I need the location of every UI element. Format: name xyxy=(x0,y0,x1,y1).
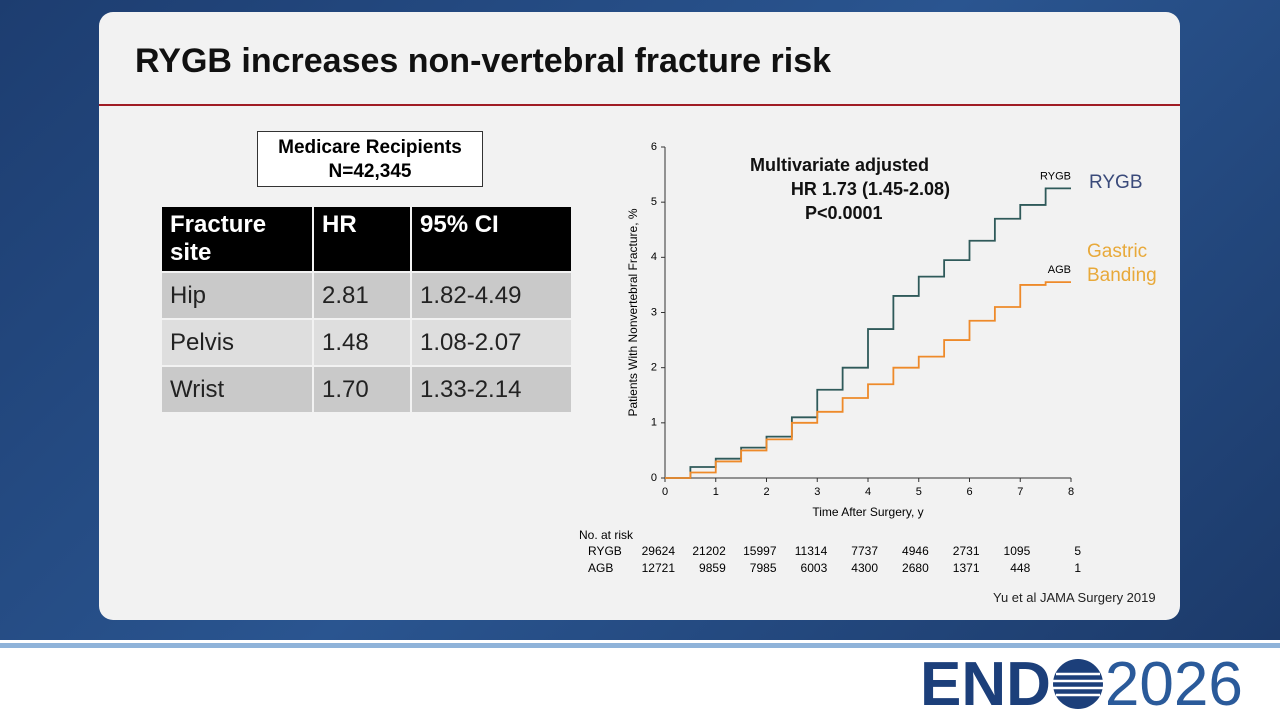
at-risk-name: AGB xyxy=(588,561,613,575)
logo-globe xyxy=(1052,659,1103,709)
y-tick-label: 4 xyxy=(651,251,657,263)
legend-label: Gastric xyxy=(1087,241,1147,262)
x-tick-label: 3 xyxy=(814,486,820,498)
cell: Pelvis xyxy=(162,320,312,365)
at-risk-value: 2731 xyxy=(953,544,980,558)
row: Wrist 1.70 1.33-2.14 xyxy=(162,367,571,412)
logo-left: END xyxy=(920,650,1051,719)
y-axis-label: Patients With Nonvertebral Fracture, % xyxy=(626,208,640,416)
logo-right: 2026 xyxy=(1104,650,1243,719)
at-risk-name: RYGB xyxy=(588,544,622,558)
curve-label: RYGB xyxy=(1040,170,1071,182)
strip xyxy=(0,643,1280,648)
at-risk-value: 7985 xyxy=(750,561,777,575)
y-tick-label: 5 xyxy=(651,196,657,208)
annotation: Multivariate adjusted xyxy=(750,155,929,175)
x-tick-label: 5 xyxy=(916,486,922,498)
cell: 1.08-2.07 xyxy=(412,320,571,365)
cell: Hip xyxy=(162,273,312,318)
box-line: Medicare Recipients xyxy=(278,137,462,158)
annotation: P<0.0001 xyxy=(805,203,883,223)
curve-label: AGB xyxy=(1048,264,1071,276)
at-risk-value: 5 xyxy=(1074,544,1081,558)
header-cell: Fracture site xyxy=(162,207,312,271)
y-tick-label: 3 xyxy=(651,306,657,318)
cell: 1.33-2.14 xyxy=(412,367,571,412)
y-tick-label: 6 xyxy=(651,141,657,153)
at-risk-value: 6003 xyxy=(801,561,828,575)
cell: 1.82-4.49 xyxy=(412,273,571,318)
at-risk-value: 2680 xyxy=(902,561,929,575)
row: Hip 2.81 1.82-4.49 xyxy=(162,273,571,318)
legend-label: RYGB xyxy=(1089,172,1143,193)
cell: Wrist xyxy=(162,367,312,412)
x-tick-label: 7 xyxy=(1017,486,1023,498)
x-tick-label: 2 xyxy=(763,486,769,498)
at-risk-value: 21202 xyxy=(692,544,726,558)
cohort-box: Medicare Recipients N=42,345 xyxy=(257,131,483,187)
at-risk-value: 4300 xyxy=(851,561,878,575)
citation: Yu et al JAMA Surgery 2019 xyxy=(993,590,1156,605)
at-risk-value: 1371 xyxy=(953,561,980,575)
x-tick-label: 4 xyxy=(865,486,871,498)
at-risk-value: 7737 xyxy=(851,544,878,558)
at-risk-value: 12721 xyxy=(642,561,676,575)
at-risk-value: 1095 xyxy=(1004,544,1031,558)
hr-table: Fracture site HR 95% CI Hip 2.81 1.82-4.49 P… xyxy=(160,205,573,414)
at-risk-value: 11314 xyxy=(795,544,828,558)
annotation-bg xyxy=(740,155,955,225)
at-risk-title: No. at risk xyxy=(579,528,634,542)
logo: END 2026 xyxy=(920,652,1243,718)
x-tick-label: 6 xyxy=(966,486,972,498)
title-rule xyxy=(99,104,1180,106)
at-risk-value: 29624 xyxy=(642,544,676,558)
header-cell: HR xyxy=(314,207,410,271)
header-row: Fracture site HR 95% CI xyxy=(162,207,571,271)
y-tick-label: 1 xyxy=(651,417,657,429)
km-curve xyxy=(665,281,1071,479)
y-tick-label: 0 xyxy=(651,472,657,484)
at-risk-value: 4946 xyxy=(902,544,929,558)
km-curve xyxy=(665,187,1071,479)
cell: 2.81 xyxy=(314,273,410,318)
x-tick-label: 0 xyxy=(662,486,668,498)
y-tick-label: 2 xyxy=(651,362,657,374)
at-risk-value: 15997 xyxy=(743,544,777,558)
box-line: N=42,345 xyxy=(328,161,412,182)
at-risk-value: 448 xyxy=(1010,561,1030,575)
row: Pelvis 1.48 1.08-2.07 xyxy=(162,320,571,365)
annotation: HR 1.73 (1.45-2.08) xyxy=(791,179,950,199)
at-risk-value: 1 xyxy=(1074,561,1081,575)
cell: 1.70 xyxy=(314,367,410,412)
x-axis-label: Time After Surgery, y xyxy=(812,505,923,519)
header-cell: 95% CI xyxy=(412,207,571,271)
cell: 1.48 xyxy=(314,320,410,365)
at-risk-value: 9859 xyxy=(699,561,726,575)
x-tick-label: 1 xyxy=(713,486,719,498)
x-tick-label: 8 xyxy=(1068,486,1074,498)
legend-label: Banding xyxy=(1087,265,1157,286)
slide-title: RYGB increases non-vertebral fracture ri… xyxy=(135,42,832,80)
